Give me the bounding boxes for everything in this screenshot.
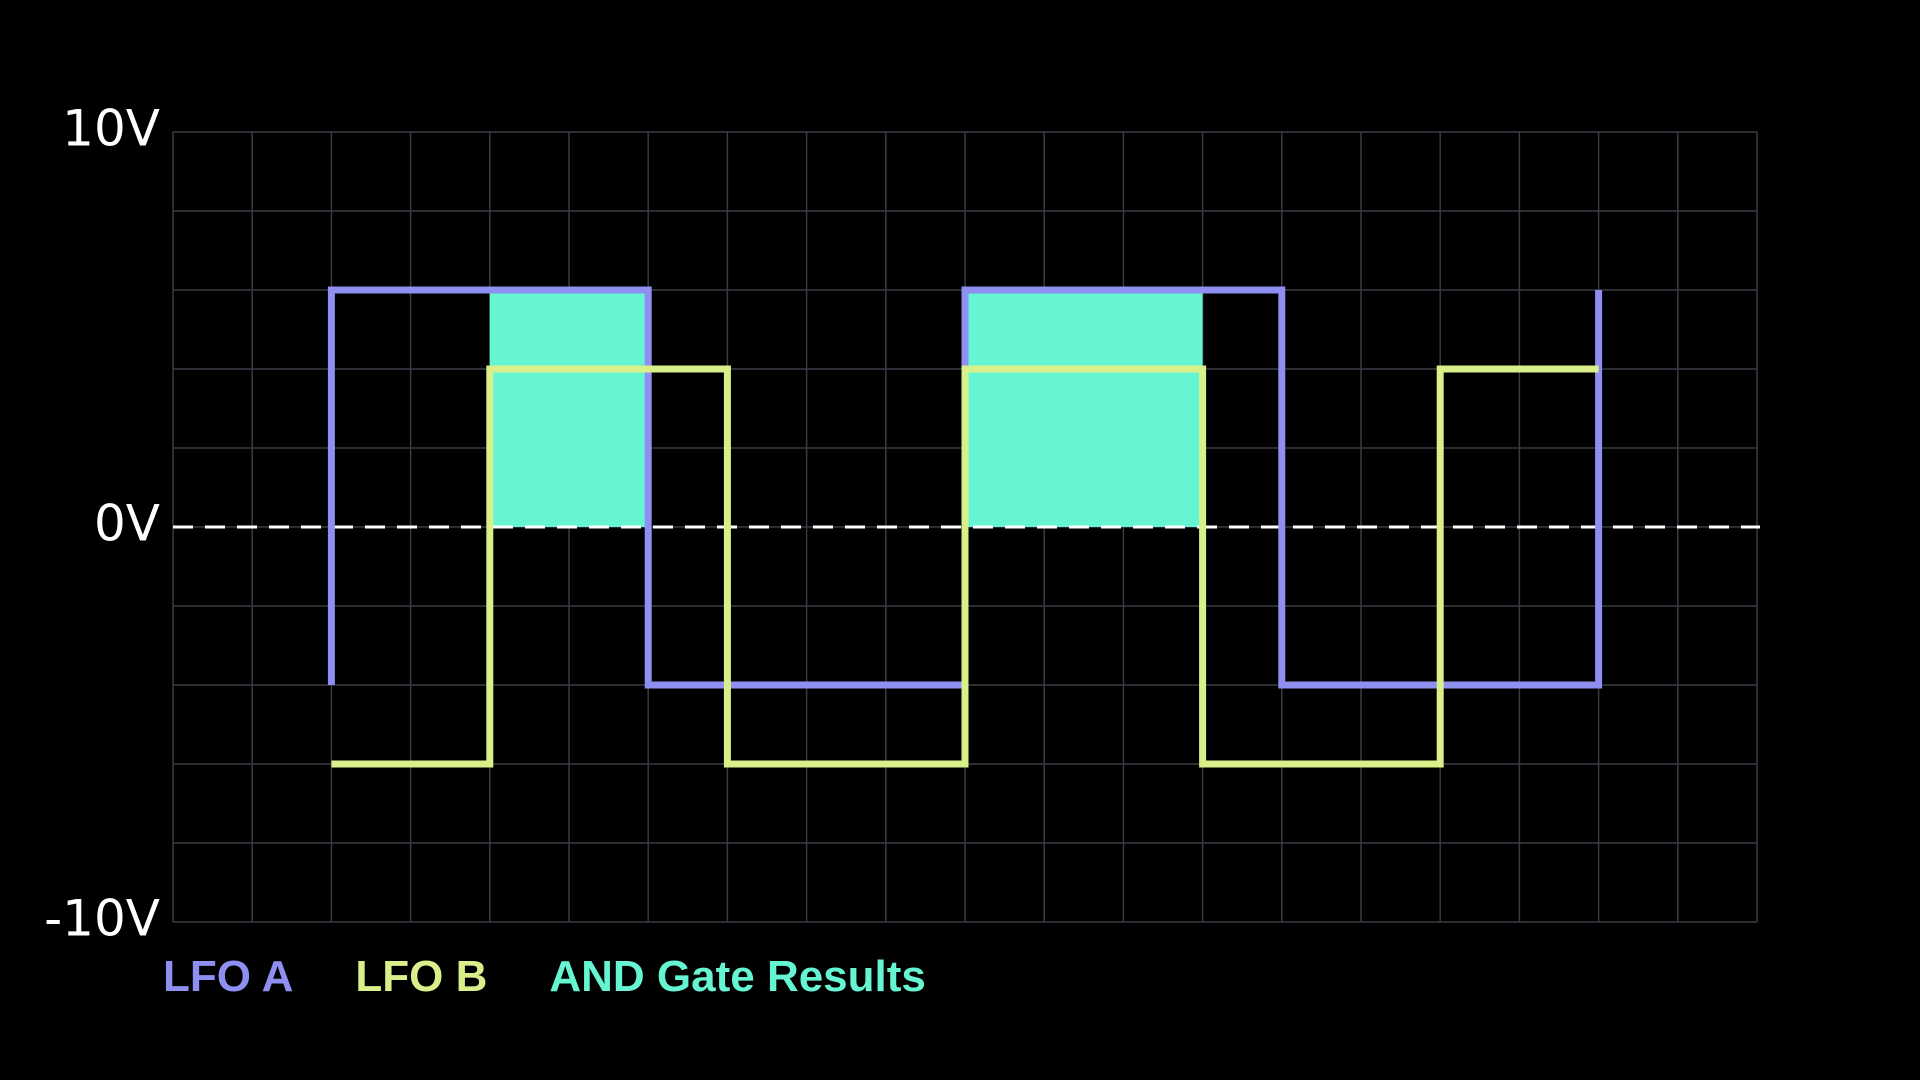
legend-entry: AND Gate Results [549,952,926,1001]
y-tick-label: 10V [62,100,160,158]
legend: LFO A LFO B AND Gate Results [163,952,926,1002]
legend-entry: LFO A [163,952,294,1001]
and-gate-area [965,290,1203,527]
y-tick-label: 0V [94,495,160,553]
and-gate-area [489,290,649,527]
line-series [331,365,1599,768]
legend-entry: LFO B [355,952,488,1001]
y-tick-label: -10V [44,890,160,948]
